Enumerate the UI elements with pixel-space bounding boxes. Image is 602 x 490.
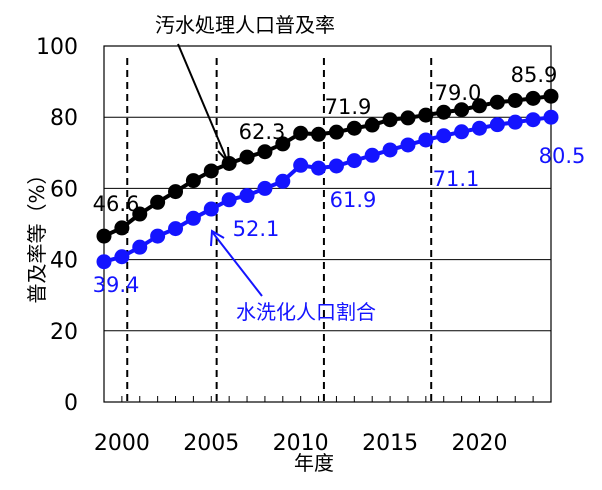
data-point [311,126,327,142]
x-tick-label: 2015 [362,431,418,456]
x-axis-title: 年度 [294,451,334,475]
data-point [114,249,130,265]
annotation-arrow-flush-toilet [212,232,263,297]
data-point [489,94,505,110]
y-tick-label: 0 [64,391,78,416]
data-label: 80.5 [539,144,586,168]
data-point [543,109,559,125]
data-point [507,114,523,130]
data-point [168,184,184,200]
annotation-arrowhead-flush-toilet [210,229,225,247]
data-point [239,188,255,204]
data-point [436,128,452,144]
y-tick-label: 100 [36,35,78,60]
series-wastewater [96,88,559,244]
data-point [150,228,166,244]
data-point [150,194,166,210]
series-name-flush-toilet: 水洗化人口割合 [236,300,376,324]
data-label: 61.9 [330,188,377,212]
data-point [471,98,487,114]
data-point [96,254,112,270]
data-label: 62.3 [239,120,286,144]
y-tick-label: 80 [50,106,78,131]
data-point [346,153,362,169]
series-group [96,88,559,270]
y-tick-label: 20 [50,320,78,345]
annotation-arrowhead-wastewater [217,146,231,166]
data-point [328,124,344,140]
series-name-wastewater: 汚水処理人口普及率 [155,13,335,37]
plot-area-frame [103,45,552,403]
y-tick-label: 60 [50,177,78,202]
data-point [185,173,201,189]
data-point [114,220,130,236]
data-point [454,124,470,140]
data-point [221,192,237,208]
data-point [293,157,309,173]
data-point [543,88,559,104]
data-point [382,142,398,158]
data-label: 71.9 [325,95,372,119]
data-point [507,92,523,108]
data-label: 71.1 [433,167,480,191]
data-point [436,104,452,120]
data-point [525,112,541,128]
data-label: 85.9 [511,63,558,87]
data-point [293,125,309,141]
y-tick-label: 40 [50,249,78,274]
data-point [96,228,112,244]
x-tick-label: 2000 [94,431,150,456]
data-point [454,102,470,118]
data-point [525,90,541,106]
x-axis-tick-labels: 2000 2005 2010 2015 2020 [94,431,508,456]
data-point [185,210,201,226]
x-tick-label: 2010 [273,431,329,456]
data-point [364,147,380,163]
data-label: 52.1 [233,217,280,241]
x-tick-label: 2005 [183,431,239,456]
data-point [275,173,291,189]
data-labels: 46.6 62.3 71.9 79.0 85.9 39.4 52.1 61.9 71.1 80.5 [93,63,586,297]
data-point [489,117,505,133]
data-point [275,136,291,152]
annotation-arrow-wastewater [177,43,228,161]
y-axis-tick-labels: 0 20 40 60 80 100 [36,35,78,416]
data-point [328,158,344,174]
data-point [257,144,273,160]
data-point [257,180,273,196]
data-point [400,137,416,153]
data-point [346,120,362,136]
data-point [418,132,434,148]
y-axis-title: 普及率等（%） [25,164,49,303]
data-point [400,110,416,126]
data-point [132,206,148,222]
x-axis-ticks [103,396,552,402]
data-point [418,107,434,123]
data-point [311,160,327,176]
data-point [132,239,148,255]
data-point [364,117,380,133]
data-point [239,149,255,165]
data-label: 79.0 [435,81,482,105]
x-tick-label: 2020 [451,431,507,456]
data-point [203,201,219,217]
data-point [471,120,487,136]
data-point [382,112,398,128]
data-point [168,221,184,237]
series-flush-toilet [96,109,559,270]
data-label: 46.6 [93,192,140,216]
data-label: 39.4 [93,273,140,297]
data-point [203,163,219,179]
